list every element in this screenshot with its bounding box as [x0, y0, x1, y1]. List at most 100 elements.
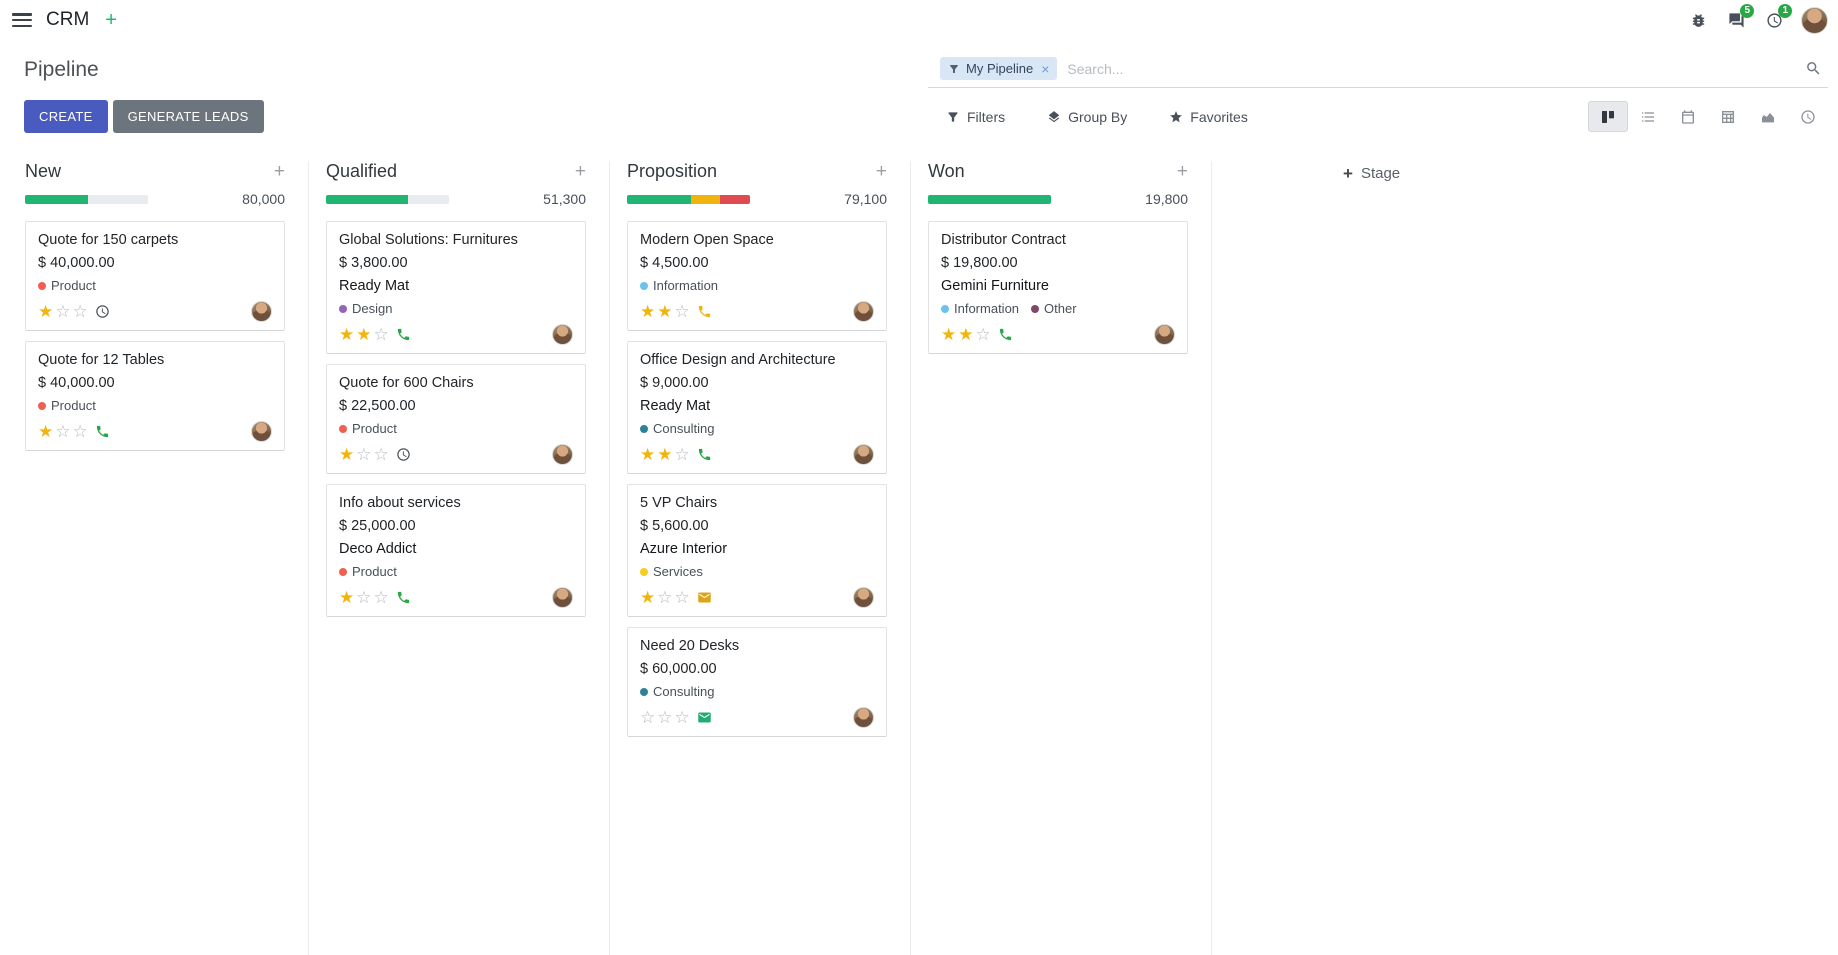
activity-phone-icon[interactable]	[95, 424, 110, 439]
view-pivot-button[interactable]	[1708, 101, 1748, 132]
salesperson-avatar[interactable]	[853, 444, 874, 465]
salesperson-avatar[interactable]	[853, 301, 874, 322]
priority-star-icon[interactable]: ☆	[373, 445, 389, 464]
salesperson-avatar[interactable]	[853, 587, 874, 608]
priority-star-icon[interactable]: ☆	[640, 708, 656, 727]
progress-segment[interactable]	[326, 194, 409, 204]
priority-star-icon[interactable]: ☆	[72, 302, 88, 321]
column-progressbar[interactable]	[25, 194, 148, 204]
priority-star-icon[interactable]: ☆	[356, 588, 372, 607]
priority-star-icon[interactable]: ☆	[356, 445, 372, 464]
plus-icon[interactable]: +	[105, 9, 117, 31]
priority-star-icon[interactable]: ★	[38, 422, 54, 441]
kanban-card[interactable]: Need 20 Desks $ 60,000.00 Consulting ☆ ☆ ☆	[627, 627, 887, 737]
kanban-card[interactable]: Global Solutions: Furnitures $ 3,800.00 …	[326, 221, 586, 354]
priority-star-icon[interactable]: ★	[657, 302, 673, 321]
activity-envelope-icon[interactable]	[697, 710, 712, 725]
view-list-button[interactable]	[1628, 101, 1668, 132]
priority-star-icon[interactable]: ★	[640, 588, 656, 607]
progress-segment[interactable]	[928, 194, 1051, 204]
column-quick-add-icon[interactable]: +	[273, 161, 285, 182]
messages-button[interactable]: 5	[1725, 4, 1754, 31]
view-graph-button[interactable]	[1748, 101, 1788, 132]
priority-star-icon[interactable]: ☆	[657, 708, 673, 727]
kanban-card[interactable]: 5 VP Chairs $ 5,600.00 Azure Interior Se…	[627, 484, 887, 617]
priority-star-icon[interactable]: ★	[356, 325, 372, 344]
salesperson-avatar[interactable]	[251, 421, 272, 442]
salesperson-avatar[interactable]	[552, 324, 573, 345]
activity-phone-icon[interactable]	[697, 304, 712, 319]
hamburger-menu-icon[interactable]	[12, 13, 32, 27]
priority-star-icon[interactable]: ★	[339, 588, 355, 607]
progress-segment[interactable]	[627, 194, 691, 204]
column-quick-add-icon[interactable]: +	[574, 161, 586, 182]
user-avatar[interactable]	[1801, 6, 1828, 34]
column-total: 79,100	[844, 191, 887, 207]
priority-star-icon[interactable]: ☆	[373, 588, 389, 607]
priority-star-icon[interactable]: ☆	[975, 325, 991, 344]
column-progressbar[interactable]	[928, 194, 1051, 204]
activities-button[interactable]: 1	[1763, 4, 1792, 31]
favorites-button[interactable]: Favorites	[1163, 108, 1254, 126]
progress-segment[interactable]	[720, 194, 750, 204]
salesperson-avatar[interactable]	[251, 301, 272, 322]
app-name[interactable]: CRM	[46, 9, 90, 30]
activity-phone-icon[interactable]	[697, 447, 712, 462]
view-calendar-button[interactable]	[1668, 101, 1708, 132]
kanban-card[interactable]: Distributor Contract $ 19,800.00 Gemini …	[928, 221, 1188, 354]
progress-segment[interactable]	[25, 194, 88, 204]
salesperson-avatar[interactable]	[853, 707, 874, 728]
kanban-card[interactable]: Quote for 150 carpets $ 40,000.00 Produc…	[25, 221, 285, 331]
salesperson-avatar[interactable]	[552, 444, 573, 465]
search-button[interactable]	[1805, 60, 1822, 77]
create-button[interactable]: CREATE	[24, 100, 108, 133]
kanban-card[interactable]: Quote for 600 Chairs $ 22,500.00 Product…	[326, 364, 586, 474]
priority-star-icon[interactable]: ☆	[674, 302, 690, 321]
priority-star-icon[interactable]: ☆	[674, 588, 690, 607]
kanban-card[interactable]: Office Design and Architecture $ 9,000.0…	[627, 341, 887, 474]
progress-segment[interactable]	[408, 194, 449, 204]
priority-star-icon[interactable]: ☆	[674, 708, 690, 727]
add-stage-button[interactable]: + Stage	[1337, 164, 1406, 183]
filters-button[interactable]: Filters	[940, 108, 1011, 126]
activity-phone-icon[interactable]	[396, 327, 411, 342]
activity-envelope-icon[interactable]	[697, 590, 712, 605]
priority-star-icon[interactable]: ☆	[373, 325, 389, 344]
priority-star-icon[interactable]: ★	[339, 325, 355, 344]
activity-clock-icon[interactable]	[396, 447, 411, 462]
column-progressbar[interactable]	[627, 194, 750, 204]
group-by-button[interactable]: Group By	[1041, 108, 1133, 126]
priority-star-icon[interactable]: ☆	[55, 302, 71, 321]
priority-star-icon[interactable]: ☆	[72, 422, 88, 441]
facet-remove-icon[interactable]: ×	[1041, 60, 1050, 77]
view-kanban-button[interactable]	[1588, 101, 1628, 132]
activity-phone-icon[interactable]	[396, 590, 411, 605]
column-cards: Distributor Contract $ 19,800.00 Gemini …	[928, 221, 1188, 354]
progress-segment[interactable]	[87, 194, 148, 204]
debug-bug-button[interactable]	[1687, 9, 1709, 31]
view-activity-button[interactable]	[1788, 101, 1828, 132]
priority-star-icon[interactable]: ☆	[657, 588, 673, 607]
priority-star-icon[interactable]: ★	[38, 302, 54, 321]
priority-star-icon[interactable]: ★	[657, 445, 673, 464]
column-quick-add-icon[interactable]: +	[875, 161, 887, 182]
generate-leads-button[interactable]: GENERATE LEADS	[112, 100, 264, 133]
priority-star-icon[interactable]: ★	[640, 302, 656, 321]
search-input[interactable]	[1065, 59, 1797, 78]
priority-star-icon[interactable]: ★	[958, 325, 974, 344]
activity-clock-icon[interactable]	[95, 304, 110, 319]
salesperson-avatar[interactable]	[1154, 324, 1175, 345]
column-progressbar[interactable]	[326, 194, 449, 204]
kanban-card[interactable]: Modern Open Space $ 4,500.00 Information…	[627, 221, 887, 331]
activity-phone-icon[interactable]	[998, 327, 1013, 342]
salesperson-avatar[interactable]	[552, 587, 573, 608]
priority-star-icon[interactable]: ★	[941, 325, 957, 344]
priority-star-icon[interactable]: ☆	[674, 445, 690, 464]
kanban-card[interactable]: Quote for 12 Tables $ 40,000.00 Product …	[25, 341, 285, 451]
column-quick-add-icon[interactable]: +	[1176, 161, 1188, 182]
kanban-card[interactable]: Info about services $ 25,000.00 Deco Add…	[326, 484, 586, 617]
priority-star-icon[interactable]: ☆	[55, 422, 71, 441]
progress-segment[interactable]	[690, 194, 721, 204]
priority-star-icon[interactable]: ★	[640, 445, 656, 464]
priority-star-icon[interactable]: ★	[339, 445, 355, 464]
